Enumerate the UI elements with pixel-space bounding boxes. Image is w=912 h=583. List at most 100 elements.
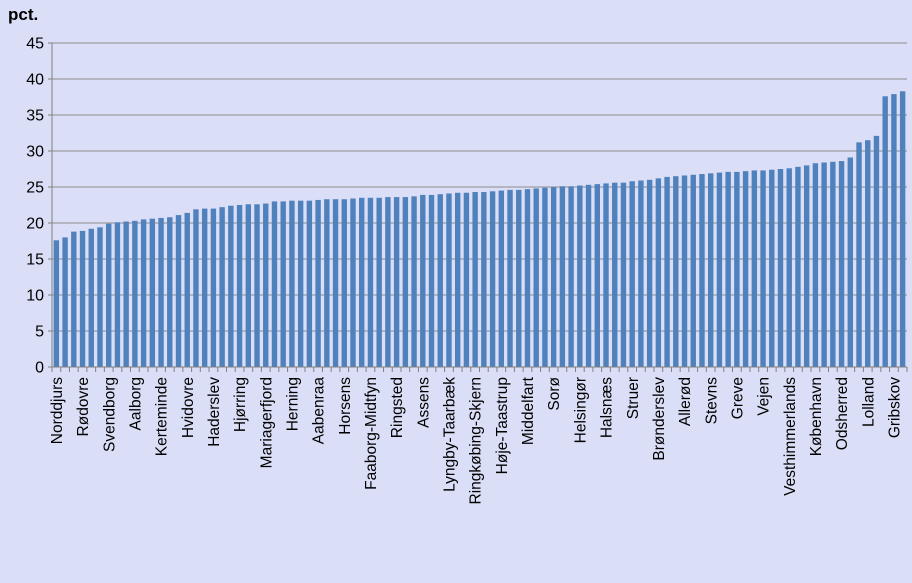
y-tick-label: 35 bbox=[26, 108, 44, 125]
bar bbox=[88, 228, 94, 367]
bar bbox=[489, 191, 496, 367]
y-tick-label: 5 bbox=[35, 324, 44, 341]
y-tick-label: 0 bbox=[35, 360, 44, 377]
bar bbox=[158, 217, 164, 367]
bar bbox=[507, 189, 513, 367]
bar bbox=[140, 219, 147, 367]
bar bbox=[542, 187, 548, 367]
bar bbox=[795, 166, 801, 367]
y-tick-label: 25 bbox=[26, 180, 44, 197]
category-label: Gribskov bbox=[886, 377, 903, 438]
bar bbox=[420, 194, 426, 367]
bar bbox=[437, 194, 443, 367]
category-label: Odsherred bbox=[834, 377, 851, 450]
bar bbox=[603, 183, 609, 367]
bar bbox=[577, 185, 583, 367]
bar bbox=[786, 168, 792, 367]
bar bbox=[446, 193, 452, 367]
bar bbox=[454, 192, 461, 367]
bar bbox=[263, 203, 269, 367]
bar bbox=[734, 171, 740, 367]
category-label: Ringkøbing-Skjern bbox=[468, 377, 485, 505]
bar bbox=[725, 171, 731, 367]
bar bbox=[812, 163, 819, 367]
bar bbox=[132, 220, 138, 367]
bar bbox=[297, 200, 304, 367]
bar bbox=[481, 192, 487, 367]
bar bbox=[350, 198, 356, 367]
bar bbox=[821, 162, 827, 367]
bar bbox=[254, 204, 260, 367]
bar bbox=[559, 186, 566, 367]
bar bbox=[664, 176, 670, 367]
bar bbox=[620, 182, 627, 367]
category-label: Faaborg-Midtfyn bbox=[363, 377, 380, 490]
category-label: Hvidovre bbox=[180, 377, 197, 438]
category-label: Aalborg bbox=[127, 377, 144, 430]
bar bbox=[524, 189, 531, 367]
bar bbox=[716, 172, 723, 367]
bar bbox=[411, 196, 417, 367]
category-label: Lolland bbox=[860, 377, 877, 427]
bar bbox=[673, 176, 679, 367]
bar bbox=[777, 169, 784, 367]
bar bbox=[271, 201, 278, 367]
bar bbox=[210, 208, 217, 367]
bar bbox=[367, 197, 374, 367]
category-label: Aabenraa bbox=[311, 377, 328, 445]
category-label: Hjørring bbox=[232, 377, 249, 432]
category-label: Kerteminde bbox=[154, 377, 171, 456]
bar bbox=[655, 178, 662, 367]
category-label: Greve bbox=[729, 377, 746, 419]
category-label: Brønderslev bbox=[651, 377, 668, 461]
category-label: Vejen bbox=[756, 377, 773, 416]
bar bbox=[53, 240, 60, 367]
bar bbox=[612, 182, 618, 367]
bar bbox=[699, 174, 705, 367]
y-tick-label: 45 bbox=[26, 36, 44, 53]
bar bbox=[646, 179, 653, 367]
bar bbox=[681, 175, 688, 367]
bar bbox=[201, 208, 208, 367]
bar bbox=[228, 205, 234, 367]
category-label: Svendborg bbox=[101, 377, 118, 452]
category-label: Norddjurs bbox=[49, 377, 66, 444]
y-tick-label: 20 bbox=[26, 216, 44, 233]
category-label: Lyngby-Taarbæk bbox=[442, 377, 459, 492]
bar bbox=[332, 199, 339, 367]
bar bbox=[751, 170, 758, 367]
bar bbox=[149, 218, 156, 367]
bar bbox=[891, 94, 897, 368]
bar bbox=[760, 170, 766, 367]
bar bbox=[873, 135, 880, 367]
category-label: Herning bbox=[285, 377, 302, 431]
category-label: Ringsted bbox=[389, 377, 406, 438]
category-label: Haderslev bbox=[206, 377, 223, 447]
bar bbox=[550, 187, 557, 367]
y-tick-label: 40 bbox=[26, 72, 44, 89]
bar bbox=[123, 221, 129, 367]
bar bbox=[769, 169, 775, 367]
category-label: Høje-Taastrup bbox=[494, 377, 511, 474]
bar bbox=[742, 171, 749, 367]
bar bbox=[79, 230, 86, 367]
bar bbox=[175, 215, 182, 367]
bar bbox=[568, 186, 574, 367]
bar bbox=[838, 161, 845, 367]
bar bbox=[193, 209, 199, 367]
category-label: Stevns bbox=[703, 377, 720, 425]
bar bbox=[899, 91, 906, 368]
bar bbox=[393, 197, 400, 367]
bar bbox=[594, 184, 600, 367]
bar bbox=[280, 201, 286, 367]
bar bbox=[638, 180, 644, 367]
bar bbox=[324, 199, 330, 367]
bar bbox=[830, 161, 836, 367]
bar bbox=[533, 188, 539, 367]
bar bbox=[62, 237, 68, 367]
category-label: Helsingør bbox=[572, 377, 589, 443]
bar bbox=[97, 227, 103, 367]
bar bbox=[856, 142, 862, 367]
